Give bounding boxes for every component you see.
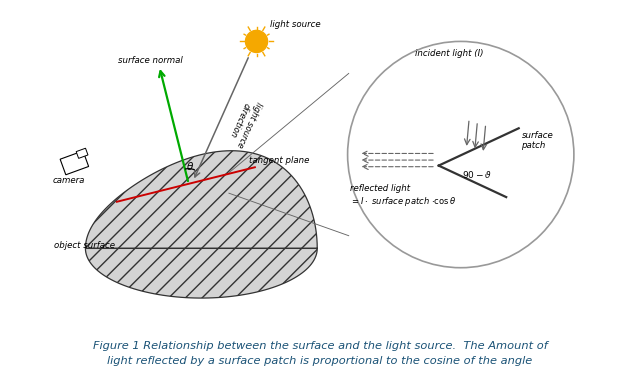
Text: light source: light source — [270, 20, 321, 29]
Text: light reflected by a surface patch is proportional to the cosine of the angle: light reflected by a surface patch is pr… — [108, 356, 532, 366]
Text: camera: camera — [52, 176, 85, 185]
Text: incident light (I): incident light (I) — [415, 49, 484, 58]
Text: $90-\vartheta$: $90-\vartheta$ — [462, 169, 492, 180]
Text: reflected light: reflected light — [350, 184, 410, 193]
Circle shape — [348, 41, 574, 268]
Bar — [60, 151, 88, 175]
Text: $= I \cdot$ surface patch $\cdot \cos\theta$: $= I \cdot$ surface patch $\cdot \cos\th… — [350, 195, 457, 208]
Text: $\theta$: $\theta$ — [186, 160, 195, 172]
Circle shape — [246, 30, 268, 52]
Text: surface
patch: surface patch — [522, 131, 553, 150]
Polygon shape — [85, 151, 317, 298]
Text: light source
direction: light source direction — [225, 96, 263, 149]
Bar — [76, 148, 88, 158]
Text: surface normal: surface normal — [118, 56, 182, 65]
Text: tangent plane: tangent plane — [250, 156, 310, 165]
Text: Figure 1 Relationship between the surface and the light source.  The Amount of: Figure 1 Relationship between the surfac… — [93, 341, 547, 351]
Text: object surface: object surface — [54, 242, 115, 250]
